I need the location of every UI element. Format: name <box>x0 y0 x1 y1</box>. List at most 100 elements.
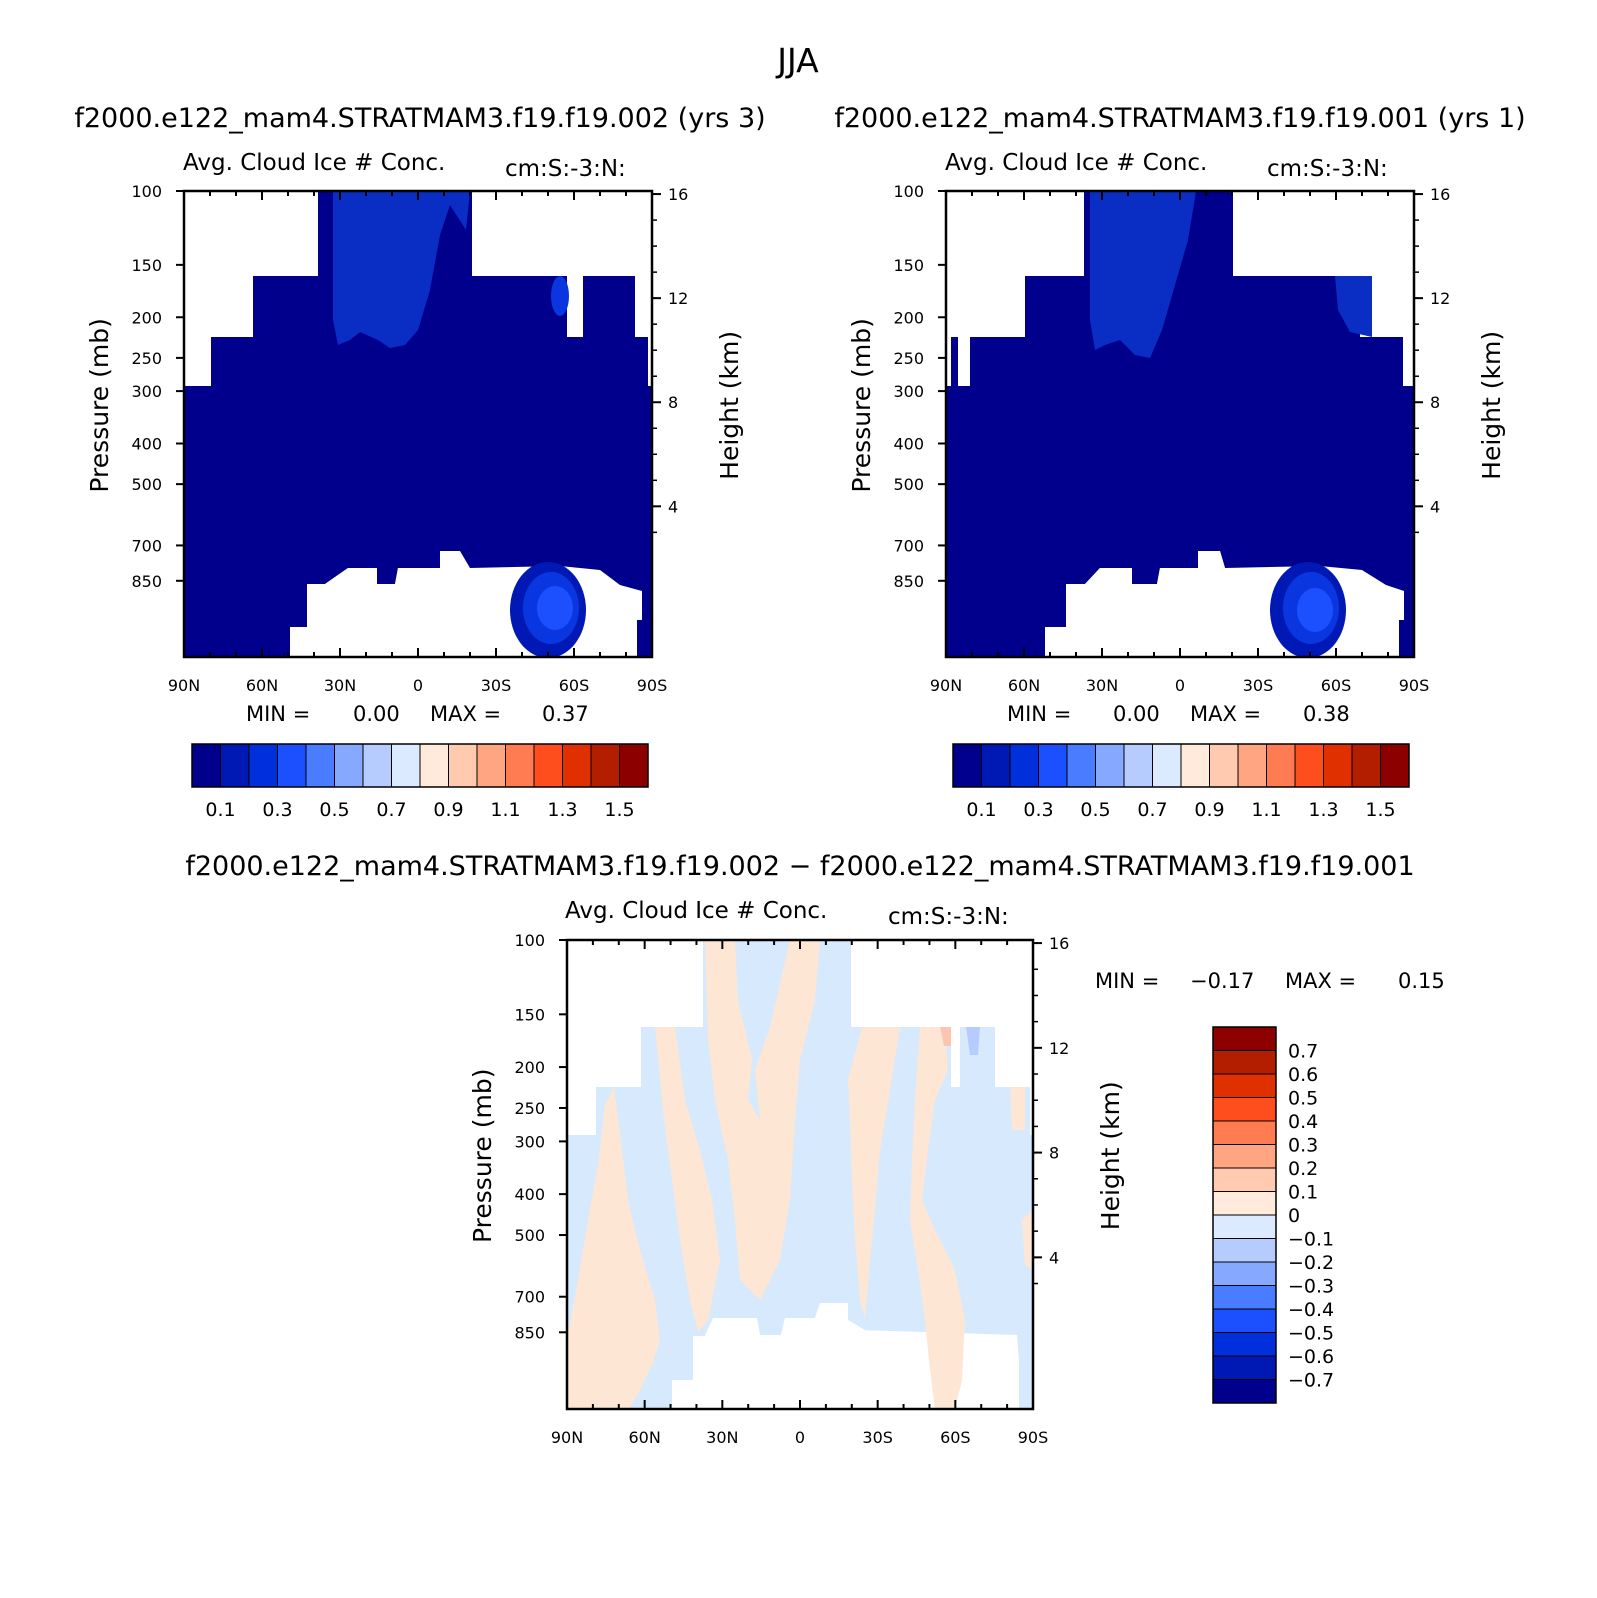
panel-3-x-tick-label: 90N <box>551 1428 583 1447</box>
panel-3-colorbar-box <box>1212 1261 1277 1286</box>
panel-3-x-tick-label: 60N <box>629 1428 661 1447</box>
panel-2-y2-tick-label: 8 <box>1430 393 1440 412</box>
panel-2-frame: 90N 60N 30N 0 30S 60S 90S 100 150 200 250 300 400 500… <box>847 182 1506 695</box>
panel-3-colorbar-box <box>1212 1144 1277 1169</box>
panel-1-min-label: MIN = <box>246 702 310 726</box>
panel-3-colorbar-border <box>1212 1026 1277 1404</box>
panel-2-x-tick-label: 30N <box>1086 676 1118 695</box>
panel-3-colorbar-label: −0.5 <box>1288 1323 1334 1345</box>
panel-2-y2-tick-label: 12 <box>1430 289 1450 308</box>
panel-3-colorbar-label: 0.5 <box>1288 1088 1318 1110</box>
panel-1-colorbar-label: 1.3 <box>547 799 577 821</box>
panel-3-colorbar-label: −0.4 <box>1288 1299 1334 1321</box>
panel-3-min-value: −0.17 <box>1190 969 1254 993</box>
panel-3-colorbar-box <box>1212 1050 1277 1075</box>
panel-1-colorbar-box <box>391 743 421 788</box>
panel-1-colorbar-label: 1.5 <box>604 799 634 821</box>
panel-1-min-value: 0.00 <box>353 702 400 726</box>
panel-2-colorbar-border <box>952 743 1410 788</box>
panel-2-x-tick-label: 60S <box>1321 676 1352 695</box>
panel-3-y2-tick-label: 8 <box>1049 1144 1059 1163</box>
panel-3-colorbar-box <box>1212 1238 1277 1263</box>
panel-2-y-tick-label: 250 <box>893 349 924 368</box>
panel-1-colorbar-box <box>191 743 221 788</box>
panel-3-colorbar-label: −0.6 <box>1288 1346 1334 1368</box>
panel-1-y-tick-label: 400 <box>131 435 162 454</box>
panel-3-y2-tick-label: 12 <box>1049 1039 1069 1058</box>
panel-2-y-tick-label: 850 <box>893 572 924 591</box>
panel-3-y-tick-label: 300 <box>514 1132 545 1151</box>
panel-3-diff-title: f2000.e122_mam4.STRATMAM3.f19.f19.002 − … <box>185 851 1414 882</box>
panel-1-colorbar-label: 0.5 <box>319 799 349 821</box>
panel-3-colorbar-label: 0.7 <box>1288 1041 1318 1063</box>
panel-2-max-label: MAX = <box>1190 702 1261 726</box>
panel-3-white-bottom <box>672 1303 905 1409</box>
panel-2-y-tick-label: 150 <box>893 256 924 275</box>
panel-3-colorbar-box <box>1212 1379 1277 1404</box>
panel-3-y2label: Height (km) <box>1096 1081 1125 1230</box>
panel-2-colorbar-box <box>1152 743 1182 788</box>
panel-1-colorbar-label: 0.1 <box>205 799 235 821</box>
panel-3-field <box>567 940 1033 1410</box>
panel-1-y-tick-label: 250 <box>131 349 162 368</box>
panel-3-y-tick-label: 850 <box>514 1323 545 1342</box>
panel-3-colorbar-label: −0.7 <box>1288 1370 1334 1392</box>
panel-1-colorbar: 0.1 0.3 0.5 0.7 0.9 1.1 1.3 1.5 <box>191 743 649 821</box>
panel-3-colorbar-label: 0.6 <box>1288 1064 1318 1086</box>
panel-2-y-tick-label: 100 <box>893 182 924 201</box>
panel-3-frame: 90N 60N 30N 0 30S 60S 90S 100 150 200 250 300 400 500… <box>468 931 1125 1447</box>
panel-1-y-tick-label: 300 <box>131 382 162 401</box>
panel-3-colorbar-label: 0.1 <box>1288 1182 1318 1204</box>
panel-1-y2-tick-label: 4 <box>668 497 678 516</box>
panel-2-x-tick-label: 90N <box>930 676 962 695</box>
panel-2-y-tick-label: 300 <box>893 382 924 401</box>
panel-3-colorbar-label: 0 <box>1288 1205 1300 1227</box>
panel-3-y-tick-label: 500 <box>514 1226 545 1245</box>
panel-1-y-tick-label: 500 <box>131 475 162 494</box>
panel-3-colorbar-box <box>1212 1167 1277 1192</box>
figure-title: JJA <box>775 41 819 80</box>
panel-2-colorbar-box <box>1380 743 1410 788</box>
panel-2-colorbar-box <box>1351 743 1381 788</box>
panel-3-x-tick-label: 60S <box>940 1428 971 1447</box>
panel-2-colorbar-label: 0.9 <box>1194 799 1224 821</box>
panel-1-base-field <box>184 191 652 657</box>
panel-1-y-tick-label: 850 <box>131 572 162 591</box>
panel-2-max-value: 0.38 <box>1303 702 1350 726</box>
panel-3-positive-band-2 <box>655 1027 720 1332</box>
panel-1-colorbar-box <box>362 743 392 788</box>
panel-1-upper-contour <box>333 191 470 348</box>
panel-3-colorbar-box <box>1212 1097 1277 1122</box>
panel-2-variable-title: Avg. Cloud Ice # Conc. <box>945 150 1207 176</box>
panel-2-colorbar-box <box>1038 743 1068 788</box>
panel-3-colorbar-box <box>1212 1308 1277 1333</box>
panel-3-colorbar-box <box>1212 1355 1277 1380</box>
panel-3-negative-spot <box>966 1027 980 1055</box>
panel-3-colorbar: 0.70.60.50.40.30.20.10−0.1−0.2−0.3−0.4−0… <box>1212 1026 1334 1404</box>
panel-3-y-tick-label: 250 <box>514 1099 545 1118</box>
panel-1-y2-tick-label: 8 <box>668 393 678 412</box>
panel-3-positive-band-3 <box>705 940 820 1300</box>
panel-2-colorbar-box <box>1266 743 1296 788</box>
panel-2-min-value: 0.00 <box>1113 702 1160 726</box>
panel-3-ylabel: Pressure (mb) <box>468 1069 497 1243</box>
panel-1-y2-tick-label: 16 <box>668 185 688 204</box>
panel-3-x-tick-label: 30S <box>862 1428 893 1447</box>
panel-3-max-label: MAX = <box>1285 969 1356 993</box>
panel-2-min-label: MIN = <box>1007 702 1071 726</box>
panel-2-white-bottom <box>1045 551 1292 657</box>
panel-1-x-tick-label: 30S <box>481 676 512 695</box>
panel-2-y-tick-label: 700 <box>893 536 924 555</box>
panel-1-y-tick-label: 200 <box>131 308 162 327</box>
panel-3-negative-field <box>567 940 1033 1409</box>
panel-case-1: f2000.e122_mam4.STRATMAM3.f19.f19.002 (y… <box>74 103 765 821</box>
panel-2-colorbar-label: 1.1 <box>1251 799 1281 821</box>
panel-1-colorbar-box <box>419 743 449 788</box>
panel-2-y2label: Height (km) <box>1477 331 1506 480</box>
panel-1-colorbar-box <box>505 743 535 788</box>
panel-3-positive-band-6 <box>1010 1087 1025 1130</box>
panel-1-colorbar-label: 0.9 <box>433 799 463 821</box>
panel-1-colorbar-label: 1.1 <box>490 799 520 821</box>
panel-1-colorbar-box <box>476 743 506 788</box>
panel-2-colorbar-box <box>1294 743 1324 788</box>
